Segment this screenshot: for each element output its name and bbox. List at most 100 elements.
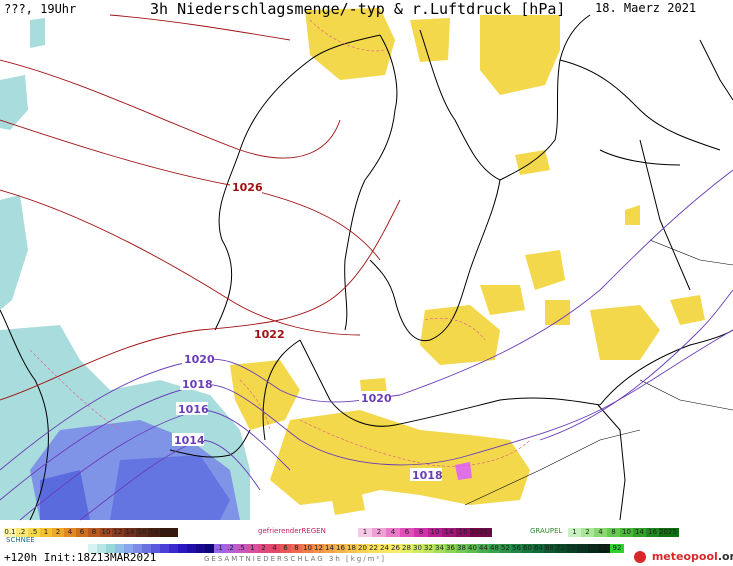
legend-swatch: 14 [124,528,136,537]
legend-swatch: 16 [456,528,470,537]
isobar-label-1016: 1016 [178,403,209,416]
isobar-label-1022: 1022 [254,328,285,341]
legend-regen-label: gefrierenderREGEN [258,527,326,535]
legend-swatch: 28 [401,544,412,553]
isobar-labels: 1026 1022 1020 1018 1016 1014 1020 1018 [172,180,443,482]
legend-swatch: 20 [357,544,368,553]
legend-swatch: 4 [386,528,400,537]
legend-swatch: 84 [588,544,599,553]
legend-swatch: 2 [52,528,64,537]
legend-swatch: 8 [291,544,302,553]
legend-swatch: 16 [136,528,148,537]
brand-logo: meteopool.org [634,550,733,563]
dashed-contours [29,19,531,467]
legend-swatch: 4 [269,544,280,553]
graupel-spot [455,462,472,480]
legend-swatch: 60 [522,544,533,553]
legend-swatch: 44 [478,544,489,553]
isobar-label-1020-west: 1020 [184,353,215,366]
legend-snow-row [88,544,214,553]
legend-swatch: 12 [313,544,324,553]
legend-swatch: 68 [544,544,555,553]
legend-swatch: 48 [489,544,500,553]
isobar-label-1026: 1026 [232,181,263,194]
legend-swatch: 40 [467,544,478,553]
legend-precip-row: 0.1 .2 .5 1 2 4 6 8 10 12 14 16 18 2025+ [4,528,178,537]
legend-graupel-row: 1 2 4 8 10 14 16 2025+ [568,528,679,537]
legend-swatch: 6 [280,544,291,553]
legend-swatch: 38 [456,544,467,553]
legend-swatch: .5 [236,544,247,553]
legend-swatch: 16 [335,544,346,553]
legend-swatch: 2025+ [160,528,178,537]
legend-swatch: 18 [346,544,357,553]
legend-swatch: .5 [28,528,40,537]
legend-swatch: 1 [247,544,258,553]
legend-swatch: 4 [64,528,76,537]
legend-swatch: .2 [16,528,28,537]
legend-swatch: 30 [412,544,423,553]
borders [464,239,733,506]
legend-swatch: 8 [607,528,620,537]
legend-swatch: 80 [577,544,588,553]
legend-swatch: 16 [646,528,659,537]
isobar-label-1020-east: 1020 [361,392,392,405]
legend-schnee-label: SCHNEE [6,536,35,544]
legend-graupel-label: GRAUPEL [530,527,563,535]
header-left: ???, 19Uhr [4,2,77,16]
isobar-label-1018-west: 1018 [182,378,213,391]
legend-swatch: 56 [511,544,522,553]
legend-swatch: 10 [302,544,313,553]
map-date: 18. Maerz 2021 [595,1,697,15]
legend-swatch: 26 [390,544,401,553]
legend-swatch: 24 [379,544,390,553]
legend-swatch: 12 [112,528,124,537]
legend-swatch: 2 [258,544,269,553]
brand-icon [634,551,646,563]
legend-swatch: 88 [599,544,610,553]
legend-swatch: 2025+ [659,528,679,537]
map-title: 3h Niederschlagsmenge/-typ & r.Luftdruck… [150,0,566,18]
legend-swatch: 64 [533,544,544,553]
legend-total-label: GESAMTNIEDERSCHLAG 3h [kg/m²] [204,555,386,563]
legend-swatch: 32 [423,544,434,553]
legend-swatch: 52 [500,544,511,553]
legend-swatch: 8 [88,528,100,537]
legend-swatch: 10 [428,528,442,537]
legend-swatch: 4 [594,528,607,537]
legend-swatch: 18 [148,528,160,537]
legend-swatch: 0.1 [4,528,16,537]
legend-swatch: 72 [555,544,566,553]
legend-swatch: 1 [40,528,52,537]
legend-swatch: 76 [566,544,577,553]
legend-swatch: 14 [442,528,456,537]
legend-swatch: 14 [633,528,646,537]
legend-swatch: 6 [76,528,88,537]
legend-swatch: 92 [610,544,624,553]
legend-swatch: 10 [100,528,112,537]
rain-shading [230,8,705,515]
isobar-label-1018-east: 1018 [412,469,443,482]
legend-swatch: 10 [620,528,633,537]
legend-swatch: .1 [214,544,225,553]
legend-swatch: .2 [225,544,236,553]
legend-swatch: 2 [581,528,594,537]
legend-swatch: 34 [434,544,445,553]
legend-swatch: 14 [324,544,335,553]
legend-swatch: 22 [368,544,379,553]
legend-swatch: 36 [445,544,456,553]
legend-swatch: 6 [400,528,414,537]
legend-total-row: .1 .2 .5 1 2 4 6 8 10 12 14 16 18 20 22 … [214,544,624,553]
legend-swatch: 1 [568,528,581,537]
isobar-label-1014: 1014 [174,434,205,447]
brand-suffix: .org [717,550,733,563]
legend: 0.1 .2 .5 1 2 4 6 8 10 12 14 16 18 2025+… [0,522,733,566]
run-info: +120h Init:18Z13MAR2021 [4,551,157,564]
legend-swatch: 2 [372,528,386,537]
legend-swatch: 1 [358,528,372,537]
legend-swatch: 2025+ [470,528,492,537]
legend-swatch: 8 [414,528,428,537]
brand-name: meteopool [651,550,718,563]
legend-regen-row: 1 2 4 6 8 10 14 16 2025+ [358,528,492,537]
